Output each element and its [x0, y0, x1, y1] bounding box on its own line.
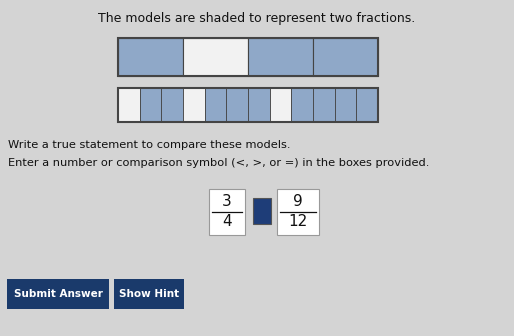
Text: 3: 3: [222, 194, 232, 209]
Bar: [335, 88, 356, 122]
Bar: [205, 88, 226, 122]
Text: The models are shaded to represent two fractions.: The models are shaded to represent two f…: [98, 12, 416, 25]
FancyBboxPatch shape: [7, 279, 109, 309]
Bar: [118, 38, 378, 76]
Bar: [118, 88, 378, 122]
Text: Write a true statement to compare these models.: Write a true statement to compare these …: [8, 140, 290, 150]
Bar: [140, 88, 161, 122]
Bar: [313, 88, 335, 122]
Bar: [291, 88, 313, 122]
FancyBboxPatch shape: [209, 189, 245, 235]
FancyBboxPatch shape: [114, 279, 184, 309]
Bar: [313, 38, 378, 76]
Text: Submit Answer: Submit Answer: [13, 289, 102, 299]
Text: Enter a number or comparison symbol (<, >, or =) in the boxes provided.: Enter a number or comparison symbol (<, …: [8, 158, 429, 168]
Bar: [253, 198, 271, 224]
Bar: [183, 38, 248, 76]
Bar: [226, 88, 248, 122]
Bar: [270, 88, 291, 122]
Text: 9: 9: [293, 194, 303, 209]
Text: Show Hint: Show Hint: [119, 289, 179, 299]
Bar: [161, 88, 183, 122]
Bar: [356, 88, 378, 122]
FancyBboxPatch shape: [277, 189, 319, 235]
Bar: [118, 88, 140, 122]
Bar: [183, 88, 205, 122]
Bar: [248, 38, 313, 76]
Text: 12: 12: [288, 214, 307, 229]
Text: 4: 4: [222, 214, 232, 229]
Bar: [118, 38, 183, 76]
Bar: [248, 88, 270, 122]
